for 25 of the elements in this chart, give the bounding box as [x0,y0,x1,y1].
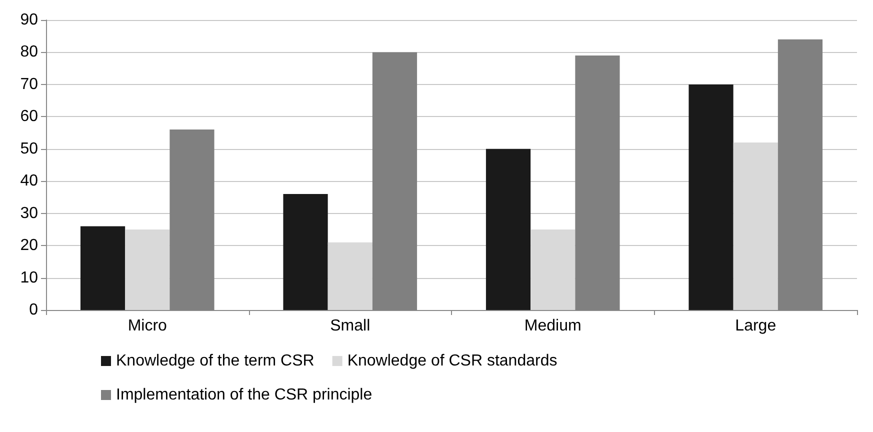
y-tick-label: 30 [20,204,38,222]
legend-label: Implementation of the CSR principle [116,386,372,404]
y-tick-label: 80 [20,44,38,61]
x-tick-label: Medium [524,318,582,334]
x-tick-label: Small [330,318,370,334]
bar [328,242,372,310]
x-tick-label: Micro [128,318,168,334]
bar [688,84,734,310]
bar [80,226,126,310]
y-tick-label: 10 [20,269,38,286]
y-tick-label: 60 [20,108,38,126]
y-tick-label: 40 [20,172,38,190]
bar [733,142,778,310]
y-tick-label: 70 [20,76,38,93]
bar [486,148,531,310]
y-tick-label: 50 [20,140,38,158]
legend-label: Knowledge of the term CSR [116,352,314,370]
y-tick-label: 20 [20,237,38,254]
y-tick-label: 90 [20,12,38,28]
x-tick-label: Large [735,318,776,334]
bar [283,194,328,310]
y-tick-label: 0 [29,302,38,318]
bar [125,229,170,310]
legend-label: Knowledge of CSR standards [347,352,558,370]
bar [530,229,576,310]
